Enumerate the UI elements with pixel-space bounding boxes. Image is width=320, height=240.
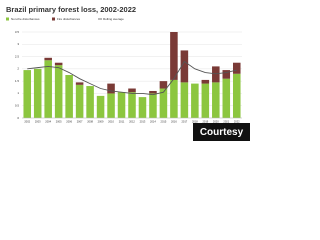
legend-swatch <box>52 17 55 21</box>
bar-segment <box>159 88 168 118</box>
x-tick-label: 2009 <box>98 120 104 124</box>
x-tick-label: 2012 <box>129 120 135 124</box>
bar-segment <box>232 73 241 118</box>
x-tick-label: 2020 <box>213 120 219 124</box>
x-tick-label: 2006 <box>66 120 72 124</box>
x-tick-label: 2018 <box>192 120 198 124</box>
bar-segment <box>44 57 52 61</box>
bar-segment <box>170 32 178 80</box>
legend-label: Fire disturbances <box>57 17 81 21</box>
y-tick-label: 2 <box>17 67 19 71</box>
x-tick-label: 2022 <box>234 120 240 124</box>
bar-segment <box>23 70 32 118</box>
watermark-box <box>193 123 250 141</box>
y-tick-label: 0.5 <box>15 104 20 108</box>
bar-segment <box>212 66 220 83</box>
bar-segment <box>170 79 178 118</box>
bar-segment <box>149 93 157 118</box>
bar-segment <box>75 82 84 85</box>
bar-segment <box>75 84 84 118</box>
bar-segment <box>201 83 210 118</box>
bar-segment <box>212 82 220 118</box>
x-tick-label: 2016 <box>171 120 177 124</box>
rolling-average-line <box>27 60 237 96</box>
bar-segment <box>65 75 73 118</box>
y-tick-label: 1 <box>17 91 19 95</box>
bar-segment <box>222 70 231 79</box>
bar-segment <box>33 68 42 118</box>
x-tick-label: 2014 <box>150 120 156 124</box>
x-tick-label: 2010 <box>108 120 114 124</box>
bar-segment <box>149 90 157 94</box>
x-tick-label: 2013 <box>140 120 146 124</box>
x-tick-label: 2011 <box>119 120 125 124</box>
bar-segment <box>222 78 231 118</box>
bar-segment <box>180 82 189 118</box>
legend-label: Non-fire disturbances <box>11 17 40 21</box>
bar-segment <box>128 88 136 93</box>
x-tick-label: 2003 <box>35 120 41 124</box>
x-tick-label: 2019 <box>202 120 208 124</box>
y-tick-label: 0 <box>17 116 19 120</box>
x-tick-label: 2017 <box>181 120 187 124</box>
legend-label: Rolling average <box>103 17 124 21</box>
bar-segment <box>191 83 199 118</box>
bar-segment <box>159 81 168 89</box>
legend: Non-fire disturbances Fire disturbances Ro… <box>6 17 124 21</box>
x-tick-label: 2008 <box>87 120 93 124</box>
y-tick-label: 2.5 <box>15 54 20 58</box>
bar-segment <box>86 86 94 118</box>
bar-segment <box>96 95 105 118</box>
bar-segment <box>138 97 147 118</box>
bar-segment <box>180 50 189 83</box>
y-tick-label: 3.5 <box>15 30 20 34</box>
bar-segment <box>128 92 136 118</box>
bar-segment <box>54 62 63 66</box>
bar-segment <box>201 79 210 84</box>
x-tick-label: 2021 <box>223 120 229 124</box>
y-tick-label: 3 <box>17 42 19 46</box>
bar-segment <box>107 93 115 118</box>
chart-title: Brazil primary forest loss, 2002-2022 <box>6 5 136 14</box>
watermark: Courtesy <box>200 127 244 138</box>
x-tick-label: 2004 <box>45 120 51 124</box>
x-tick-label: 2002 <box>24 120 30 124</box>
bar-segment <box>54 65 63 118</box>
x-tick-label: 2007 <box>77 120 83 124</box>
chart: Brazil primary forest loss, 2002-2022 No… <box>0 0 250 141</box>
bar-segment <box>232 62 241 74</box>
bar-segment <box>107 83 115 94</box>
bar-segment <box>117 92 126 118</box>
bar-segment <box>44 60 52 118</box>
x-tick-label: 2005 <box>56 120 62 124</box>
legend-swatch <box>6 17 9 21</box>
plot: 0 0.5 1 1.5 2 2.5 3 3.5 2002 2003 2004 2005 2006 2007… <box>15 30 242 124</box>
x-tick-label: 2015 <box>161 120 167 124</box>
y-tick-label: 1.5 <box>15 79 20 83</box>
